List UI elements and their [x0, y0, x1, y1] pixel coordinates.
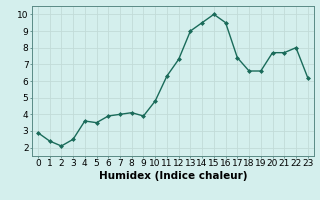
- X-axis label: Humidex (Indice chaleur): Humidex (Indice chaleur): [99, 171, 247, 181]
